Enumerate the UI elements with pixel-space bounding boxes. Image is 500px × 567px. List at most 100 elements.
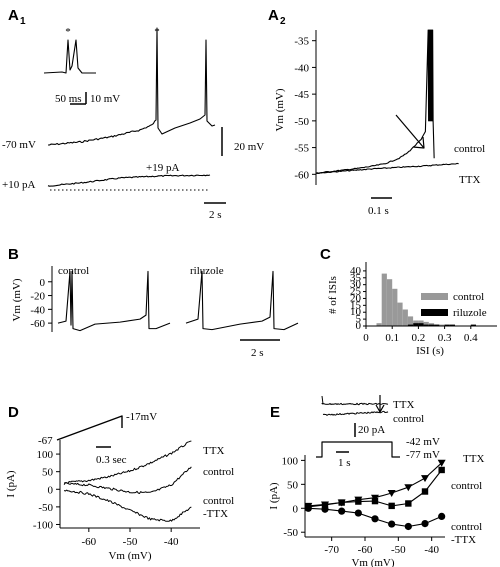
e-inset-voltage-step: [316, 441, 400, 458]
e-y-tick-label: 50: [287, 479, 299, 491]
e-control-point: [421, 488, 429, 495]
e-inset-step-high: -42 mV: [406, 436, 440, 448]
b-control-label: control: [58, 265, 89, 277]
c-y-tick-label: 30: [350, 279, 362, 291]
c-legend-swatch-control: [421, 293, 448, 300]
c-bar-control: [387, 279, 393, 326]
d-difference-label-2: -TTX: [203, 508, 228, 520]
e-inset-step-low: -77 mV: [406, 449, 440, 461]
e-difference-point: [388, 520, 396, 528]
panel-d: D -67 -17mV 0.3 sec -100 -50 0 50 100 -60 -50 -40 I …: [5, 404, 234, 562]
d-y-tick-label: -100: [33, 519, 54, 531]
c-y-axis-title: # of ISIs: [327, 276, 339, 314]
panel-a1: A 1 * 50 ms 10 mV * -70 mV 20 mV +10 pA +19 pA 2 s: [2, 7, 264, 221]
e-difference-label-1: control: [451, 521, 482, 533]
a2-y-tick-label: -40: [294, 62, 309, 74]
e-control-point: [388, 502, 395, 510]
a2-y-tick-label: -55: [294, 143, 309, 155]
e-difference-point: [304, 504, 312, 512]
d-y-tick-label: 50: [42, 467, 54, 479]
c-bar-control: [423, 321, 429, 326]
a2-arrow-shaft: [395, 114, 425, 149]
d-control-label: control: [203, 466, 234, 478]
a1-current-base-label: +10 pA: [2, 179, 35, 191]
e-control-point: [371, 497, 379, 505]
e-control-point: [355, 498, 362, 505]
c-legend-label-control: control: [453, 291, 484, 303]
c-bar-control: [397, 302, 403, 326]
c-y-tick-label: 25: [350, 286, 362, 298]
d-y-tick-label: 0: [48, 484, 54, 496]
b-riluzole-label: riluzole: [190, 265, 224, 277]
e-control-point: [321, 501, 329, 509]
c-bar-riluzole: [407, 324, 414, 326]
c-y-tick-label: 35: [350, 272, 362, 284]
d-control-trace: [63, 466, 192, 494]
b-riluzole-trace: [185, 270, 299, 331]
c-bar-control: [402, 309, 408, 326]
d-ttx-trace: [64, 440, 192, 484]
b-time-scale-label: 2 s: [251, 347, 264, 359]
e-ttx-label: TTX: [463, 453, 484, 465]
c-bar-control: [392, 288, 398, 326]
c-bar-control: [439, 324, 445, 326]
b-y-tick-label: -20: [30, 291, 45, 303]
d-x-tick-label: -60: [81, 536, 96, 548]
c-y-tick-label: 10: [350, 306, 362, 318]
e-x-axis-title: Vm (mV): [351, 557, 394, 567]
panel-b: B 0 -20-40 -60 Vm (mV) control riluzole 2 s: [8, 246, 299, 359]
e-ttx-point: [437, 459, 446, 467]
panel-a2-label-subscript: 2: [280, 16, 286, 27]
c-bar-control: [376, 323, 382, 326]
a1-inset-volt-label: 10 mV: [90, 93, 120, 105]
a1-vrest-label: -70 mV: [2, 139, 36, 151]
e-y-tick-label: 100: [282, 455, 299, 467]
e-inset-control-label: control: [393, 413, 424, 425]
panel-b-label-letter: B: [8, 246, 19, 263]
e-ttx-point: [387, 489, 396, 497]
c-x-tick-label: 0.2: [412, 332, 426, 344]
c-bar-riluzole: [444, 324, 450, 326]
d-y-axis-title: I (pA): [5, 470, 17, 498]
d-protocol-ramp: [56, 415, 123, 441]
e-difference-point: [338, 507, 346, 515]
b-y-tick-label: -60: [30, 318, 45, 330]
a2-y-tick-label: -35: [294, 36, 309, 48]
e-x-tick-label: -60: [358, 544, 373, 556]
c-bar-riluzole: [449, 324, 455, 326]
a1-star-1: *: [65, 26, 71, 38]
e-ttx-point: [404, 484, 413, 492]
d-difference-label-1: control: [203, 495, 234, 507]
c-legend-label-riluzole: riluzole: [453, 307, 487, 319]
e-inset-current-label: 20 pA: [358, 424, 385, 436]
a1-star-2: *: [154, 26, 160, 38]
a1-inset-trace: [43, 39, 96, 74]
e-inset-ttx-trace: [321, 395, 389, 406]
c-x-tick-label: 0.1: [385, 332, 399, 344]
e-inset-ttx-label: TTX: [393, 399, 414, 411]
c-x-tick-label: 0.3: [438, 332, 452, 344]
e-inset-control-trace: [322, 410, 389, 416]
e-difference-point: [371, 515, 379, 523]
d-protocol-start: -67: [38, 435, 53, 447]
c-bar-riluzole: [428, 324, 435, 326]
a2-control-trace: [315, 29, 435, 174]
a2-time-scale-label: 0.1 s: [368, 205, 389, 217]
a2-control-label: control: [454, 143, 485, 155]
b-y-tick-label: 0: [40, 277, 46, 289]
a2-ttx-trace: [315, 162, 459, 175]
a2-y-axis-title: Vm (mV): [274, 88, 286, 131]
e-x-tick-label: -40: [424, 544, 439, 556]
e-difference-point: [321, 505, 329, 513]
e-difference-point: [354, 509, 362, 517]
a1-inset-time-label: 50 ms: [55, 93, 82, 105]
c-bar-riluzole: [423, 324, 429, 326]
a1-volt-scale-label: 20 mV: [234, 141, 264, 153]
c-y-tick-label: 20: [350, 292, 362, 304]
e-difference-point: [438, 512, 446, 521]
c-x-axis-title: ISI (s): [416, 345, 444, 357]
c-y-tick-label: 0: [356, 320, 362, 332]
c-x-tick-label: 0.4: [464, 332, 478, 344]
